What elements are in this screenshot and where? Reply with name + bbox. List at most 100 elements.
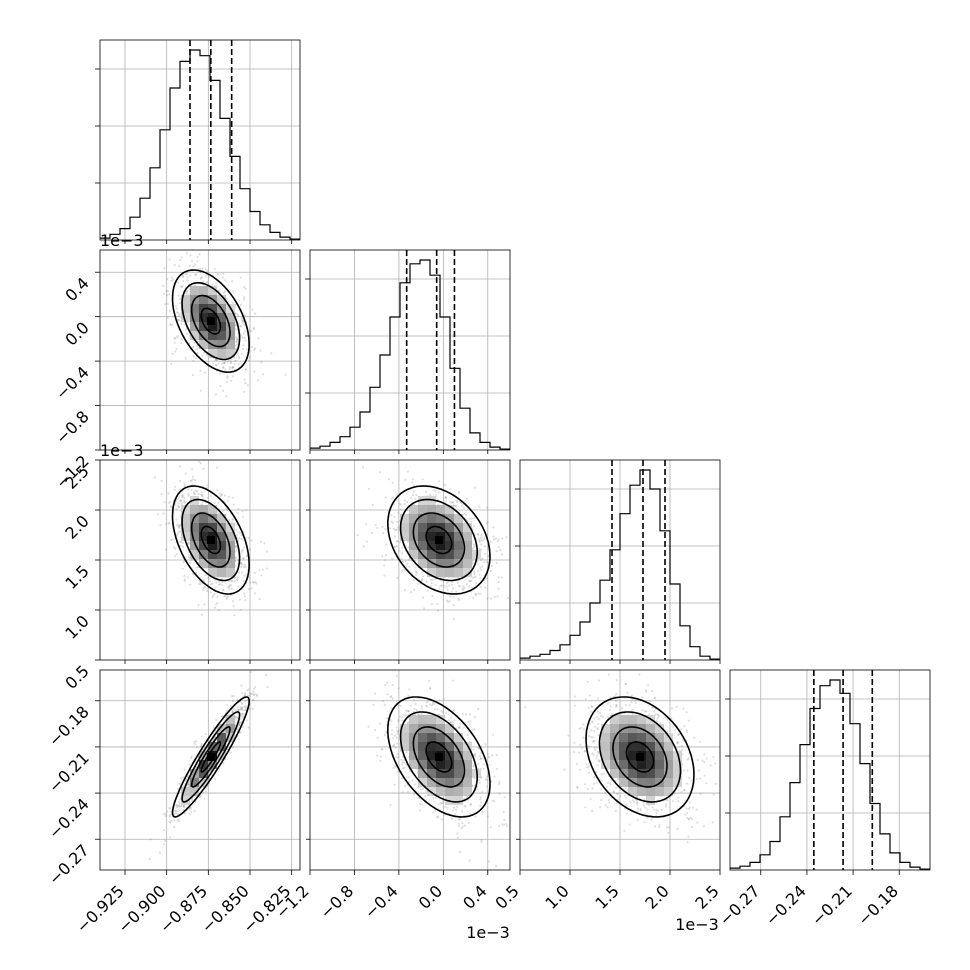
sample-point [176,787,180,790]
sample-point [214,778,217,781]
sample-point [159,524,162,527]
sample-point [204,275,207,278]
sample-point [180,498,183,502]
sample-point [199,369,202,372]
sample-point [423,607,426,610]
sample-point [169,309,172,312]
sample-point [399,704,402,708]
sample-point [407,694,410,697]
sample-point [243,563,247,566]
sample-point [495,550,498,553]
sample-point [430,704,433,707]
peak-marker [434,536,443,544]
sample-point [234,359,237,362]
density-cell [199,286,208,295]
sample-point [376,736,379,740]
sample-point [190,558,193,562]
sample-point [213,593,216,596]
sample-point [391,683,394,687]
density-cell [445,523,454,532]
sample-point [398,502,401,505]
sample-point [219,288,222,291]
sample-point [191,260,194,263]
sample-point [248,587,251,591]
sample-point [247,688,250,691]
sample-point [385,543,388,546]
sample-point [232,496,235,499]
sample-point [413,588,416,591]
sample-point [196,352,199,355]
sample-point [386,693,389,696]
sample-point [230,587,233,590]
sample-point [196,490,199,493]
sample-point [405,565,408,568]
sample-point [173,337,176,340]
sample-point [428,679,431,682]
sample-point [250,587,253,590]
sample-point [476,563,479,566]
sample-point [224,368,227,371]
sample-point [454,813,457,816]
sample-point [191,478,194,481]
sample-point [221,362,224,365]
frame [99,39,301,241]
sample-point [424,795,427,798]
sample-point [479,796,482,799]
density-cell [217,541,226,550]
sample-point [229,704,232,707]
sample-point [253,348,256,351]
sample-point [472,764,475,767]
sample-point [181,275,184,278]
sample-point [237,585,240,588]
sample-point [457,825,461,828]
sample-point [169,323,172,326]
sample-point [177,314,181,317]
sample-point [231,290,234,293]
peak-marker [206,536,215,544]
sample-point [202,467,205,470]
sample-point [234,528,238,532]
sample-point [390,720,393,723]
sample-point [242,344,245,347]
sample-point [468,713,471,716]
sample-point [468,585,471,588]
sample-point [233,359,237,362]
sample-point [478,779,481,782]
sample-point [244,339,247,342]
sample-point [222,366,225,370]
sample-point [253,347,256,350]
sample-point [222,389,225,392]
sample-point [501,537,504,540]
sample-point [175,553,178,556]
sample-point [232,600,235,603]
sample-point [498,792,501,795]
sample-point [494,864,498,868]
sample-point [185,332,189,335]
sample-point [463,586,466,590]
sample-point [234,323,238,327]
density-cell [418,541,427,550]
sample-point [178,526,181,530]
sample-point [443,484,446,487]
sample-point [505,536,508,539]
sample-point [189,583,192,586]
sample-point [473,517,476,520]
sample-point [401,546,404,549]
sample-point [237,507,240,510]
sample-point [451,501,454,504]
sample-point [494,537,497,540]
sample-point [248,359,251,362]
sample-point [396,526,399,529]
sample-point [474,486,477,489]
sample-point [376,754,379,757]
sample-point [166,302,169,305]
sample-point [489,569,492,573]
sample-point [367,725,370,728]
sample-point [235,338,239,341]
sample-point [177,800,181,804]
sample-point [497,581,500,584]
sample-point [497,576,500,579]
hist-panel-1 [305,249,511,451]
sample-point [397,511,400,514]
density-cell [436,505,445,514]
